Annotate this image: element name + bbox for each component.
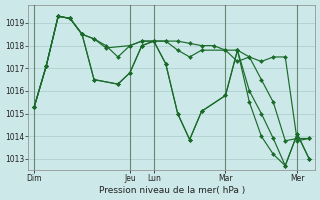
X-axis label: Pression niveau de la mer( hPa ): Pression niveau de la mer( hPa ) xyxy=(99,186,245,195)
